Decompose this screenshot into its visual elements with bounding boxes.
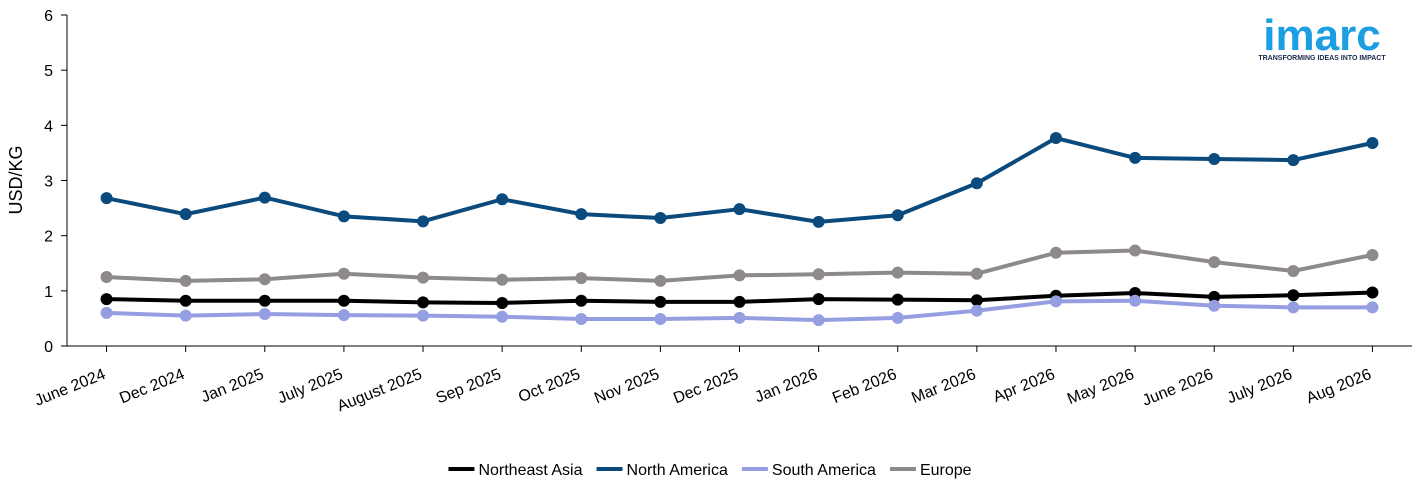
point — [970, 304, 983, 317]
point — [575, 312, 588, 325]
y-tick-label: 2 — [44, 229, 53, 246]
point — [891, 293, 904, 306]
point — [733, 269, 746, 282]
x-tick-label: Aug 2026 — [1304, 366, 1374, 407]
point — [1129, 244, 1142, 257]
point — [1287, 301, 1300, 314]
point — [1129, 294, 1142, 307]
point — [1208, 256, 1221, 269]
point — [337, 210, 350, 223]
point — [258, 308, 271, 321]
point — [970, 267, 983, 280]
point — [258, 191, 271, 204]
y-tick-label: 3 — [44, 174, 53, 191]
point — [417, 215, 430, 228]
point — [812, 293, 825, 306]
point — [575, 208, 588, 221]
x-tick-label: Jan 2025 — [199, 366, 267, 406]
x-tick-label: Dec 2025 — [671, 366, 741, 407]
point — [100, 192, 113, 205]
y-tick-label: 5 — [44, 63, 53, 80]
point — [1287, 289, 1300, 302]
point — [733, 203, 746, 216]
point — [258, 294, 271, 307]
y-tick-label: 4 — [44, 118, 53, 135]
point — [812, 268, 825, 281]
point — [654, 295, 667, 308]
point — [1287, 264, 1300, 277]
point — [1208, 299, 1221, 312]
point — [1129, 151, 1142, 164]
point — [733, 311, 746, 324]
point — [812, 215, 825, 228]
logo: imarc — [1263, 11, 1380, 60]
legend-label: South America — [772, 462, 876, 479]
point — [496, 193, 509, 206]
point — [1049, 295, 1062, 308]
point — [575, 272, 588, 285]
point — [970, 294, 983, 307]
point — [812, 314, 825, 327]
point — [179, 309, 192, 322]
point — [1366, 301, 1379, 314]
point — [337, 267, 350, 280]
point — [891, 209, 904, 222]
x-tick-label: Oct 2025 — [516, 366, 583, 406]
x-tick-label: Jan 2026 — [753, 366, 821, 406]
x-tick-label: Sep 2025 — [434, 366, 504, 407]
point — [1366, 248, 1379, 261]
x-tick-label: June 2026 — [1140, 366, 1216, 410]
point — [100, 293, 113, 306]
point — [1049, 246, 1062, 259]
x-tick-label: Apr 2026 — [991, 366, 1058, 406]
point — [1208, 290, 1221, 303]
point — [654, 212, 667, 225]
point — [1366, 136, 1379, 149]
x-tick-label: Dec 2024 — [117, 366, 187, 407]
x-tick-label: July 2026 — [1225, 366, 1295, 407]
y-tick-label: 6 — [44, 8, 53, 25]
point — [179, 274, 192, 287]
point — [733, 295, 746, 308]
point — [970, 177, 983, 190]
point — [179, 294, 192, 307]
point — [100, 306, 113, 319]
y-tick-label: 0 — [44, 339, 53, 356]
legend-label: Europe — [920, 462, 972, 479]
legend-label: North America — [627, 462, 728, 479]
point — [417, 309, 430, 322]
point — [100, 271, 113, 284]
point — [654, 312, 667, 325]
point — [179, 208, 192, 221]
point — [496, 273, 509, 286]
y-tick-label: 1 — [44, 284, 53, 301]
y-axis-label: USD/KG — [6, 145, 26, 214]
point — [891, 266, 904, 279]
point — [417, 271, 430, 284]
logo-tagline: TRANSFORMING IDEAS INTO IMPACT — [1258, 55, 1386, 62]
legend-label: Northeast Asia — [478, 462, 582, 479]
point — [1287, 154, 1300, 167]
x-tick-label: May 2026 — [1065, 366, 1137, 408]
x-tick-label: Mar 2026 — [909, 366, 978, 407]
point — [1366, 286, 1379, 299]
point — [654, 274, 667, 287]
point — [337, 309, 350, 322]
x-tick-label: Feb 2026 — [830, 366, 899, 407]
point — [337, 294, 350, 307]
point — [496, 296, 509, 309]
point — [1049, 132, 1062, 145]
point — [496, 310, 509, 323]
point — [575, 294, 588, 307]
point — [258, 273, 271, 286]
point — [417, 296, 430, 309]
point — [1208, 152, 1221, 165]
x-tick-label: Nov 2025 — [592, 366, 662, 407]
x-tick-label: August 2025 — [335, 366, 425, 415]
x-tick-label: June 2024 — [32, 366, 108, 410]
point — [891, 311, 904, 324]
